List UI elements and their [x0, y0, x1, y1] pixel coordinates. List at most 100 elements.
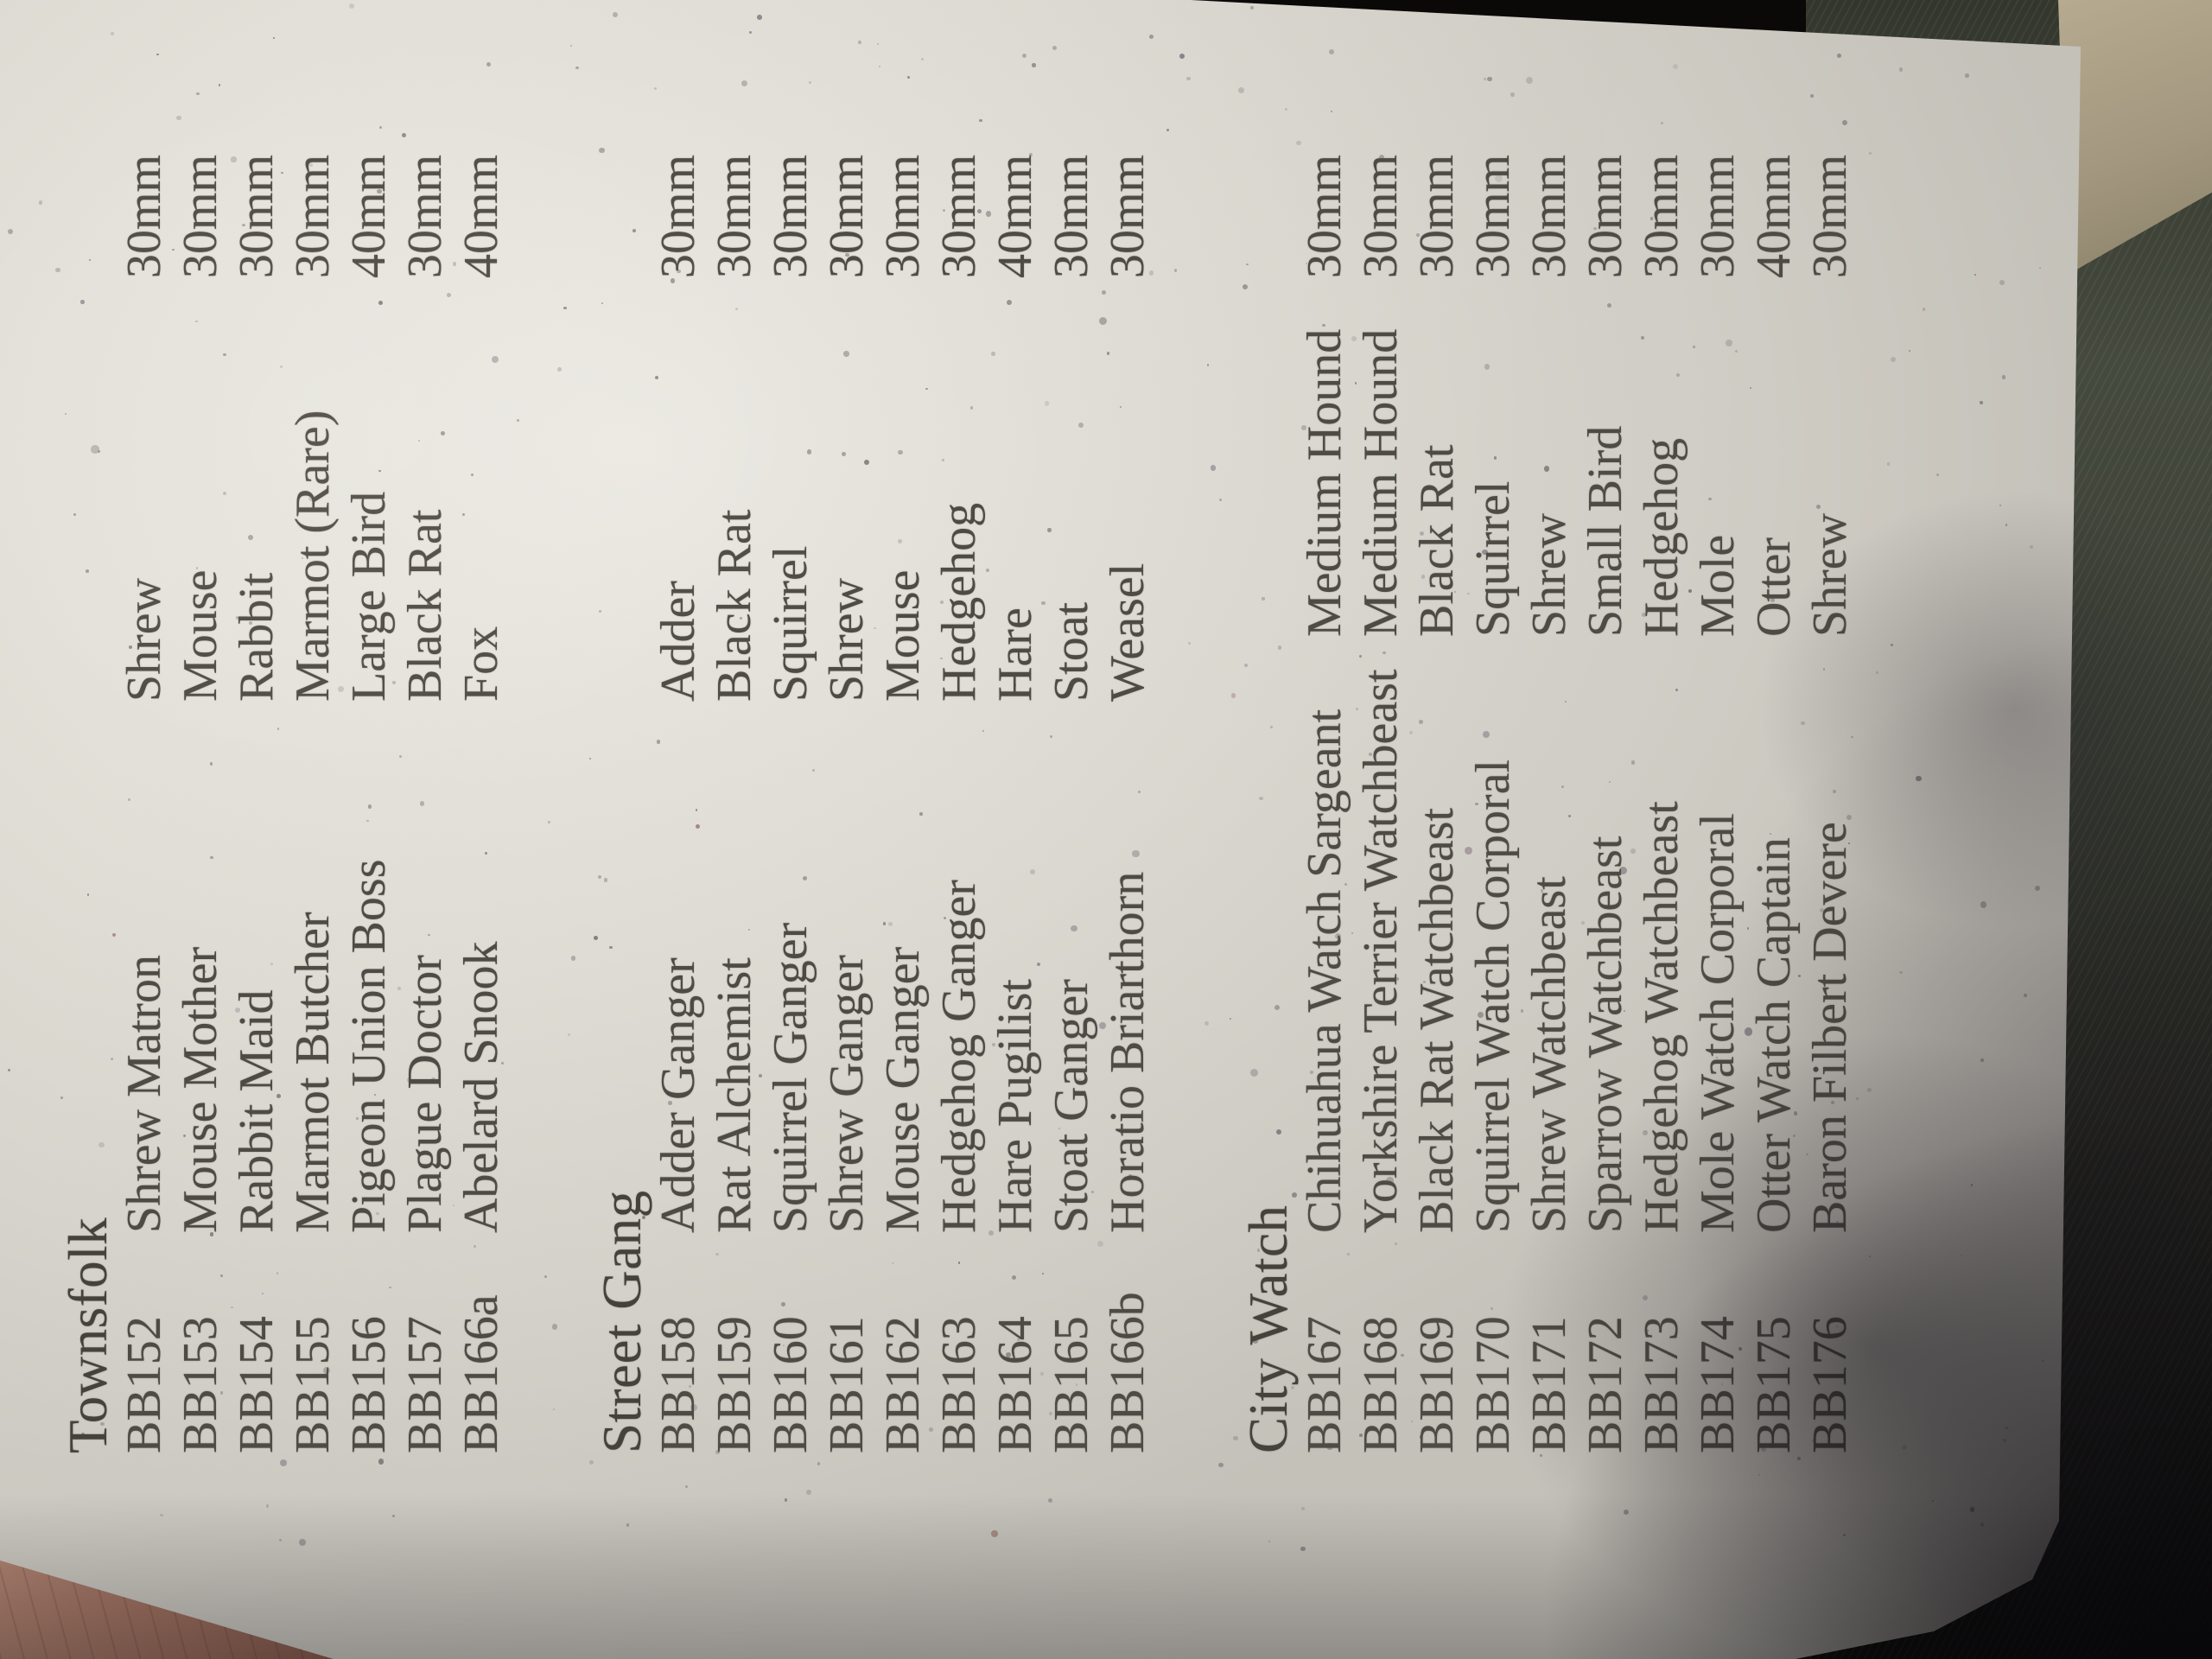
list-row: BB157 Plague Doctor Black Rat 30mm [397, 105, 454, 1453]
paper-speck [111, 31, 115, 36]
list-row: BB166a Abelard Snook Fox 40mm [454, 105, 510, 1453]
paper-speck [569, 45, 573, 48]
paper-speck [1809, 94, 1814, 98]
paper-speck [1674, 1, 1677, 4]
name-cell: Mouse Ganger [876, 946, 930, 1233]
paper-speck [1487, 76, 1492, 82]
animal-cell: Mouse [174, 569, 227, 702]
paper-speck [907, 76, 910, 79]
paper-speck [685, 1485, 689, 1489]
paper-speck [2039, 267, 2042, 270]
paper-speck [878, 65, 880, 67]
size-cell: 30mm [820, 154, 874, 278]
code-cell: BB156 [342, 1316, 396, 1453]
size-cell: 40mm [1747, 154, 1801, 278]
list-row: BB166b Horatio Briarthorn Weasel 30mm [1100, 105, 1156, 1453]
size-cell: 30mm [230, 154, 283, 278]
paper-speck [2029, 545, 2033, 550]
paper-speck [160, 1513, 163, 1516]
code-cell: BB162 [876, 1316, 930, 1453]
paper-speck [1300, 1507, 1305, 1510]
paper-speck [1980, 1058, 1985, 1062]
list-row: BB154 Rabbit Maid Rabbit 30mm [229, 105, 285, 1453]
name-cell: Mole Watch Corporal [1691, 813, 1745, 1233]
code-cell: BB158 [652, 1316, 705, 1453]
size-cell: 40mm [342, 154, 396, 278]
code-cell: BB154 [230, 1316, 283, 1453]
list-row: BB163 Hedgehog Ganger Hedgehog 30mm [931, 105, 988, 1453]
code-cell: BB166b [1101, 1292, 1154, 1453]
name-cell: Horatio Briarthorn [1101, 871, 1154, 1233]
animal-cell: Black Rat [1410, 444, 1464, 637]
animal-cell: Shrew [820, 577, 874, 702]
paper-speck [1048, 1497, 1053, 1503]
paper-speck [1999, 505, 2002, 507]
paper-speck [575, 66, 579, 70]
size-cell: 40mm [988, 154, 1042, 278]
paper-speck [349, 3, 355, 9]
name-cell: Shrew Matron [118, 955, 171, 1233]
paper-speck [1329, 49, 1335, 55]
code-cell: BB153 [174, 1316, 227, 1453]
paper-speck [921, 58, 925, 61]
size-cell: 30mm [652, 154, 705, 278]
animal-cell: Marmot (Rare) [286, 410, 340, 702]
paper-speck [266, 1504, 270, 1508]
paper-speck [1843, 1534, 1846, 1536]
size-cell: 30mm [1466, 154, 1520, 278]
name-cell: Hedgehog Ganger [932, 880, 986, 1233]
list-row: BB158 Adder Ganger Adder 30mm [651, 105, 707, 1453]
paper-speck [7, 229, 14, 235]
animal-cell: Large Bird [342, 491, 396, 702]
list-row: BB165 Stoat Ganger Stoat 30mm [1044, 105, 1100, 1453]
code-cell: BB168 [1354, 1316, 1408, 1453]
name-cell: Shrew Watchbeast [1522, 876, 1576, 1233]
size-cell: 30mm [1045, 154, 1098, 278]
paper-speck [784, 1498, 788, 1502]
paper-speck [748, 30, 753, 35]
animal-cell: Mole [1691, 534, 1745, 637]
size-cell: 30mm [708, 154, 761, 278]
paper-speck [1999, 280, 2005, 286]
paper-speck [757, 15, 762, 20]
size-cell: 30mm [1803, 154, 1857, 278]
size-cell: 30mm [398, 154, 452, 278]
name-cell: Yorkshire Terrier Watchbeast [1354, 669, 1408, 1233]
size-cell: 30mm [1522, 154, 1576, 278]
section-street-gang: Street Gang BB158 Adder Ganger Adder 30mm BB1… [592, 105, 1156, 1453]
paper-speck [392, 1514, 396, 1518]
paper-speck [1980, 401, 1983, 404]
paper-speck [1268, 1541, 1271, 1543]
list-row: BB152 Shrew Matron Shrew 30mm [117, 105, 173, 1453]
paper-speck [486, 61, 492, 67]
code-cell: BB169 [1410, 1316, 1464, 1453]
paper-speck [1969, 1507, 1975, 1512]
miniatures-price-list: Townsfolk BB152 Shrew Matron Shrew 30mm BB153… [58, 105, 1979, 1454]
paper-speck [741, 79, 747, 86]
name-cell: Pigeon Union Boss [342, 859, 396, 1234]
code-cell: BB163 [932, 1316, 986, 1453]
list-row: BB167 Chihuahua Watch Sargeant Medium Houn… [1297, 105, 1353, 1453]
paper-speck [805, 1489, 811, 1495]
code-cell: BB172 [1579, 1316, 1632, 1453]
animal-cell: Weasel [1101, 563, 1154, 702]
name-cell: Black Rat Watchbeast [1410, 807, 1464, 1233]
list-row: BB174 Mole Watch Corporal Mole 30mm [1690, 105, 1746, 1453]
size-cell: 30mm [1354, 154, 1408, 278]
paper-speck [1186, 76, 1191, 81]
list-row: BB169 Black Rat Watchbeast Black Rat 30mm [1409, 105, 1465, 1453]
paper-speck [2005, 524, 2008, 526]
paper-speck [1758, 1473, 1760, 1476]
section-title: City Watch [1238, 1205, 1299, 1454]
paper-speck [1237, 86, 1244, 93]
code-cell: BB155 [286, 1316, 340, 1453]
animal-cell: Hedgehog [1635, 437, 1688, 637]
code-cell: BB152 [118, 1316, 171, 1453]
name-cell: Baron Filbert Devere [1803, 822, 1857, 1233]
list-row: BB173 Hedgehog Watchbeast Hedgehog 30mm [1634, 105, 1690, 1453]
paper-speck [1484, 78, 1486, 80]
list-row: BB156 Pigeon Union Boss Large Bird 40mm [341, 105, 397, 1453]
paper-speck [1836, 53, 1841, 58]
paper-speck [817, 1462, 821, 1465]
paper-speck [1525, 77, 1533, 85]
